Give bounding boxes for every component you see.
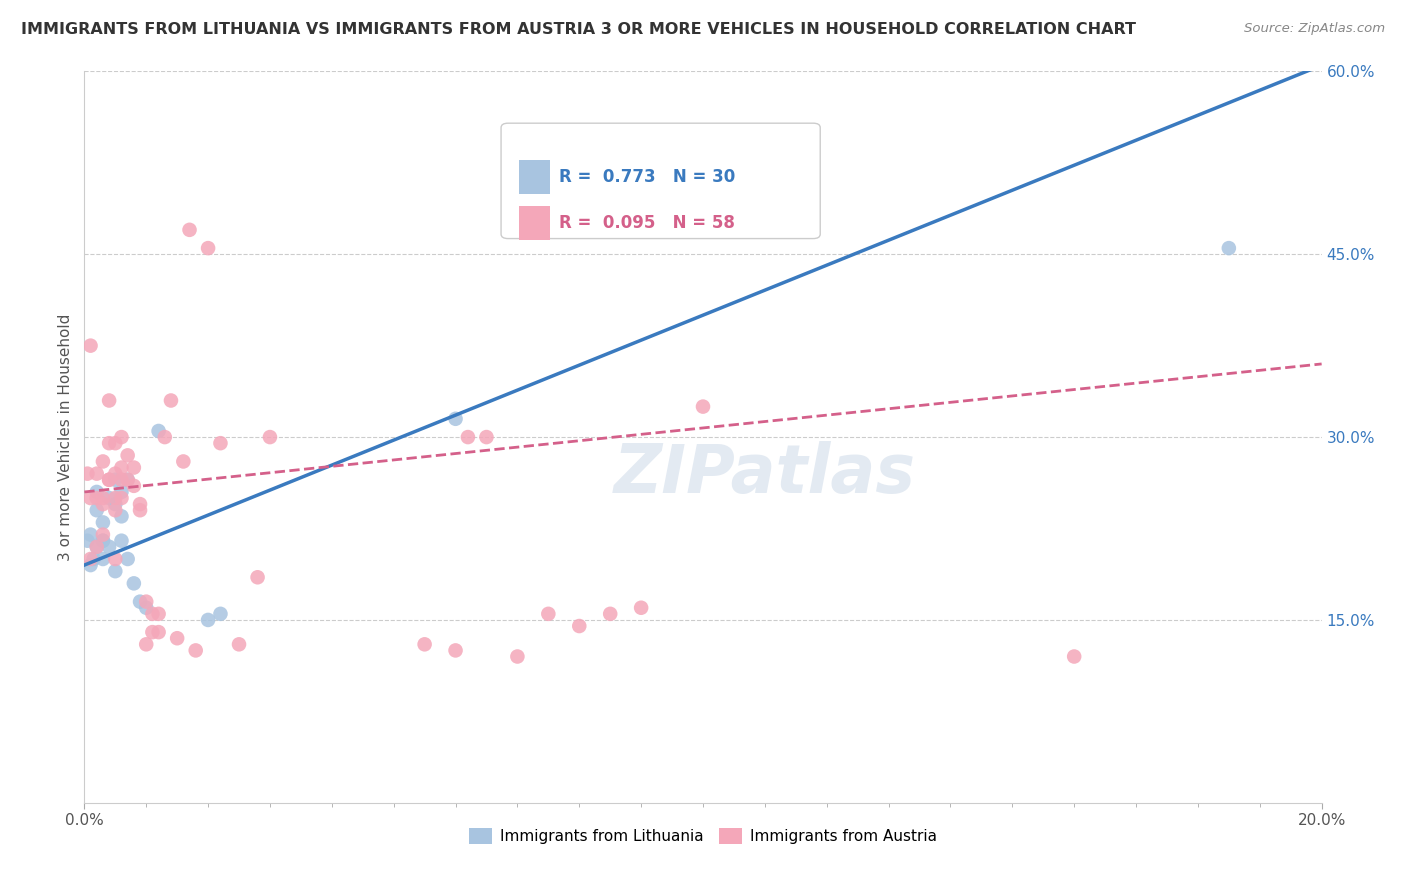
Text: ZIPatlas: ZIPatlas: [614, 441, 915, 507]
Point: [135, 594, 157, 608]
Point: [98, 473, 121, 487]
Point: [110, 533, 132, 548]
Text: IMMIGRANTS FROM LITHUANIA VS IMMIGRANTS FROM AUSTRIA 3 OR MORE VEHICLES IN HOUSE: IMMIGRANTS FROM LITHUANIA VS IMMIGRANTS …: [21, 22, 1136, 37]
Point: [228, 637, 250, 651]
Point: [209, 436, 232, 450]
Point: [91, 527, 114, 541]
Point: [104, 473, 127, 487]
Point: [209, 607, 232, 621]
Point: [599, 607, 621, 621]
Point: [98, 393, 121, 408]
Point: [1218, 241, 1240, 255]
Point: [630, 198, 652, 212]
Point: [475, 430, 498, 444]
Point: [197, 613, 219, 627]
Point: [246, 570, 269, 584]
Point: [76, 467, 98, 481]
Legend: Immigrants from Lithuania, Immigrants from Austria: Immigrants from Lithuania, Immigrants fr…: [464, 822, 942, 850]
Point: [129, 497, 152, 511]
Point: [259, 430, 281, 444]
Point: [79, 558, 101, 573]
Point: [148, 424, 170, 438]
Point: [184, 643, 207, 657]
Point: [104, 467, 127, 481]
Point: [91, 454, 114, 468]
Text: R =  0.773   N = 30: R = 0.773 N = 30: [558, 168, 735, 186]
Point: [104, 436, 127, 450]
Point: [1063, 649, 1085, 664]
Point: [129, 503, 152, 517]
Point: [141, 625, 163, 640]
Point: [197, 241, 219, 255]
Point: [91, 491, 114, 505]
Point: [692, 400, 714, 414]
Point: [91, 533, 114, 548]
Point: [413, 637, 436, 651]
Point: [110, 509, 132, 524]
Point: [153, 430, 176, 444]
Point: [104, 491, 127, 505]
Point: [86, 485, 108, 500]
Point: [141, 607, 163, 621]
Point: [117, 448, 139, 462]
Point: [117, 473, 139, 487]
Point: [129, 594, 152, 608]
Point: [457, 430, 479, 444]
Point: [91, 497, 114, 511]
Point: [568, 619, 591, 633]
Point: [98, 473, 121, 487]
Point: [98, 540, 121, 554]
Point: [104, 503, 127, 517]
Point: [179, 223, 201, 237]
Point: [506, 649, 529, 664]
Text: R =  0.095   N = 58: R = 0.095 N = 58: [558, 214, 734, 233]
Point: [104, 497, 127, 511]
Point: [79, 491, 101, 505]
Point: [110, 473, 132, 487]
Point: [86, 540, 108, 554]
Point: [110, 430, 132, 444]
Point: [122, 576, 145, 591]
Point: [86, 491, 108, 505]
Point: [91, 516, 114, 530]
Point: [98, 436, 121, 450]
Point: [76, 533, 98, 548]
Point: [135, 637, 157, 651]
Point: [104, 552, 127, 566]
Point: [172, 454, 194, 468]
Text: Source: ZipAtlas.com: Source: ZipAtlas.com: [1244, 22, 1385, 36]
Point: [79, 527, 101, 541]
Point: [160, 393, 183, 408]
Point: [110, 491, 132, 505]
Point: [135, 600, 157, 615]
Point: [444, 643, 467, 657]
Point: [91, 533, 114, 548]
Point: [166, 632, 188, 646]
Point: [122, 479, 145, 493]
Point: [86, 467, 108, 481]
Point: [104, 564, 127, 578]
Point: [91, 552, 114, 566]
Point: [110, 485, 132, 500]
Point: [83, 552, 105, 566]
Point: [117, 552, 139, 566]
Point: [98, 491, 121, 505]
Y-axis label: 3 or more Vehicles in Household: 3 or more Vehicles in Household: [58, 313, 73, 561]
Point: [122, 460, 145, 475]
Point: [86, 503, 108, 517]
Point: [117, 473, 139, 487]
Point: [110, 460, 132, 475]
Point: [444, 412, 467, 426]
Point: [79, 338, 101, 352]
Point: [86, 540, 108, 554]
Point: [630, 600, 652, 615]
Point: [537, 607, 560, 621]
Point: [148, 625, 170, 640]
Point: [79, 552, 101, 566]
Point: [148, 607, 170, 621]
